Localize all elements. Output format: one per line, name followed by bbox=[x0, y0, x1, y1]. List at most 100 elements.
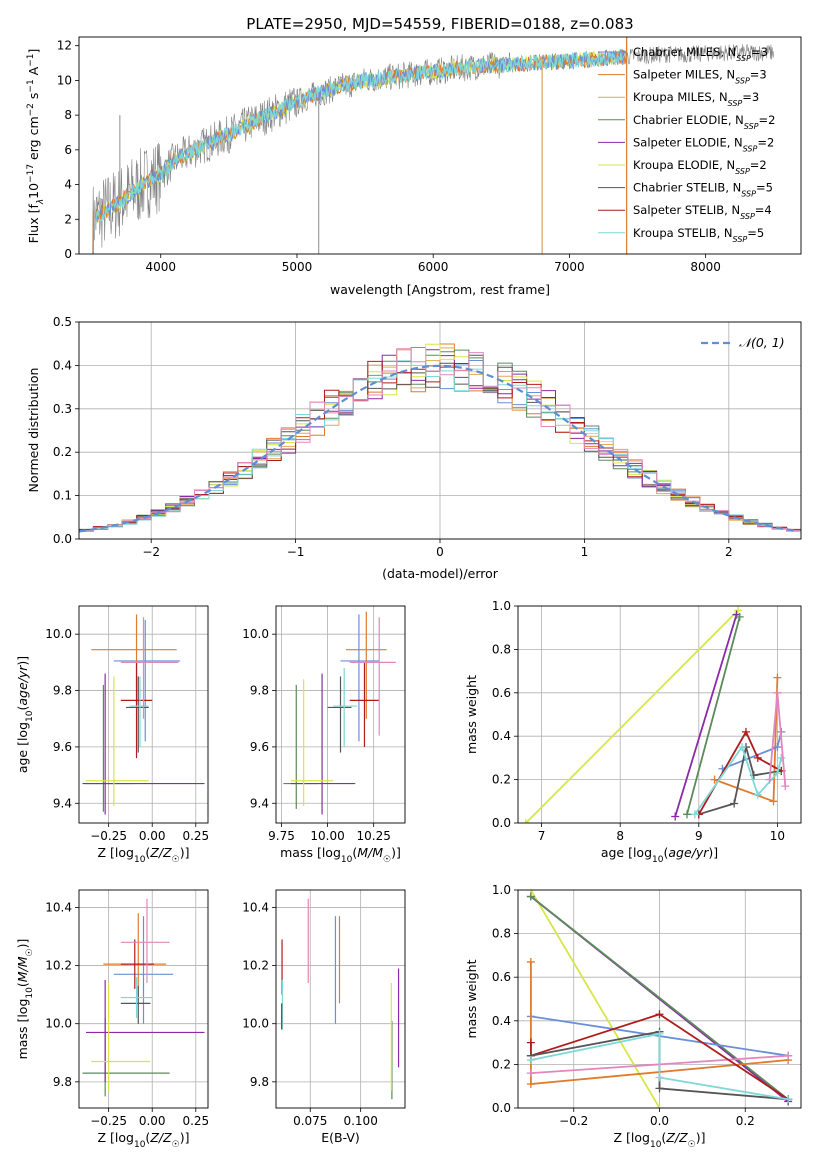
label-part: A bbox=[26, 66, 41, 79]
y-tick-label: 10.2 bbox=[45, 959, 72, 973]
legend-label-main: Kroupa STELIB, N bbox=[633, 226, 733, 240]
x-axis-label: Z [log10(Z/Z☉)] bbox=[98, 845, 190, 865]
x-tick-label: 10.25 bbox=[356, 829, 390, 843]
gaussian-curve bbox=[79, 364, 799, 533]
label-part: ☉ bbox=[172, 855, 180, 865]
y-tick-label: 0.6 bbox=[492, 686, 511, 700]
legend-label-sub: SSP bbox=[733, 234, 748, 243]
weight-marker bbox=[753, 753, 762, 762]
x-tick-label: 10.00 bbox=[310, 829, 344, 843]
x-tick-label: 10 bbox=[770, 829, 785, 843]
label-part: )] bbox=[15, 656, 30, 666]
label-part: erg cm bbox=[26, 116, 41, 164]
label-part: )] bbox=[180, 845, 190, 860]
weight-marker bbox=[526, 1080, 535, 1089]
weight-marker bbox=[526, 1069, 535, 1078]
y-tick-label: 10.0 bbox=[242, 627, 269, 641]
label-part: ( bbox=[145, 845, 150, 860]
y-tick-label: 1.0 bbox=[492, 599, 511, 613]
label-part: Z/Z bbox=[149, 845, 172, 860]
z-age-panel: −0.25 0.00 0.259.49.69.810.0Z [log10(Z/Z☉)… bbox=[15, 605, 209, 865]
label-part: 10 bbox=[25, 710, 35, 722]
residuals-panel: −2 −1 0 1 2 0.0 0.1 0.2 0.3 0.4 0.5 𝒩(0, 1) (data-mo… bbox=[26, 315, 802, 581]
label-part: 10 bbox=[134, 855, 146, 865]
label-part: ( bbox=[15, 706, 30, 711]
legend-label: Kroupa STELIB, NSSP=5 bbox=[633, 226, 764, 244]
legend-label-sub: SSP bbox=[735, 167, 750, 176]
legend-label-main: Chabrier MILES, N bbox=[633, 45, 736, 59]
y-tick-label: 0.2 bbox=[492, 773, 511, 787]
legend-label: Salpeter MILES, NSSP=3 bbox=[633, 68, 767, 86]
label-part: age/yr bbox=[15, 665, 30, 706]
y-tick-label: 0.6 bbox=[492, 970, 511, 984]
label-part: ☉ bbox=[688, 1140, 696, 1150]
weight-marker bbox=[730, 799, 739, 808]
x-tick-label: 4000 bbox=[145, 260, 176, 274]
plot-area bbox=[521, 606, 790, 823]
weight-marker bbox=[769, 797, 778, 806]
weight-line bbox=[525, 609, 739, 823]
weight-line bbox=[530, 1032, 789, 1101]
x-tick-label: −2 bbox=[142, 545, 160, 559]
weight-marker bbox=[773, 673, 782, 682]
plot-area bbox=[82, 898, 205, 1097]
weight-marker bbox=[773, 688, 782, 697]
x-tick-label: 0.00 bbox=[139, 1114, 166, 1128]
plot-area bbox=[283, 611, 396, 815]
legend-label-count: =2 bbox=[750, 158, 767, 172]
y-tick-label: 9.8 bbox=[53, 684, 72, 698]
legend-label-count: =3 bbox=[750, 68, 767, 82]
plot-area bbox=[82, 614, 205, 815]
legend-label-count: =3 bbox=[742, 90, 759, 104]
legend-label: Kroupa ELODIE, NSSP=2 bbox=[633, 158, 767, 176]
label-part: M/M bbox=[15, 956, 30, 982]
label-part: age/yr bbox=[668, 845, 709, 860]
weight-line bbox=[530, 895, 789, 1101]
plot-area bbox=[526, 890, 793, 1108]
x-axis-label: age [log10(age/yr)] bbox=[601, 845, 718, 865]
weight-marker bbox=[526, 892, 535, 901]
y-tick-label: 9.8 bbox=[250, 1075, 269, 1089]
label-part: mass [log bbox=[280, 845, 341, 860]
label-part: age [log bbox=[15, 722, 30, 773]
axes-frame bbox=[275, 605, 406, 824]
x-tick-label: 1 bbox=[581, 545, 589, 559]
axes-frame bbox=[275, 889, 406, 1109]
x-tick-label: 6000 bbox=[418, 260, 449, 274]
x-tick-label: 9 bbox=[695, 829, 703, 843]
label-part: 10 bbox=[134, 1140, 146, 1150]
weight-marker bbox=[738, 743, 747, 752]
y-tick-label: 9.6 bbox=[250, 740, 269, 754]
y-axis-label: Normed distribution bbox=[26, 368, 41, 493]
y-tick-label: 2 bbox=[64, 212, 72, 226]
weight-marker bbox=[735, 612, 744, 621]
weight-marker bbox=[690, 810, 699, 819]
legend-label-main: Kroupa MILES, N bbox=[633, 90, 728, 104]
legend-label: Chabrier STELIB, NSSP=5 bbox=[633, 181, 773, 199]
legend-label-sub: SSP bbox=[743, 144, 758, 153]
x-tick-label: 5000 bbox=[282, 260, 313, 274]
legend-label-count: =2 bbox=[759, 113, 776, 127]
weight-marker bbox=[655, 1104, 664, 1108]
x-axis-label: Z [log10(Z/Z☉)] bbox=[614, 1130, 706, 1150]
y-tick-label: 0.8 bbox=[492, 642, 511, 656]
weight-marker bbox=[781, 782, 790, 791]
y-tick-label: 0 bbox=[64, 247, 72, 261]
z-weight-panel: −0.2 0.0 0.2 0.0 0.2 0.4 0.6 0.8 1.0 Z [log10(Z/Z… bbox=[464, 883, 802, 1150]
plot-area bbox=[281, 898, 400, 1100]
label-part: Z/Z bbox=[665, 1130, 688, 1145]
ebv-mass-panel: 0.075 0.100 9.8 10.0 10.2 10.4 E(B-V) bbox=[242, 889, 406, 1145]
weight-marker bbox=[773, 769, 782, 778]
legend-label-count: =3 bbox=[751, 45, 768, 59]
legend-label-sub: SSP bbox=[728, 99, 743, 108]
legend-label: Salpeter ELODIE, NSSP=2 bbox=[633, 135, 774, 153]
y-axis-label: mass weight bbox=[464, 959, 479, 1038]
label-part: 10 bbox=[652, 855, 664, 865]
y-tick-label: 0.3 bbox=[53, 402, 72, 416]
axes-frame bbox=[78, 605, 209, 824]
y-tick-label: 4 bbox=[64, 178, 72, 192]
label-part: ☉ bbox=[25, 948, 35, 956]
y-tick-label: 9.8 bbox=[53, 1075, 72, 1089]
label-part: −1 bbox=[26, 54, 36, 67]
x-tick-label: 2 bbox=[725, 545, 733, 559]
